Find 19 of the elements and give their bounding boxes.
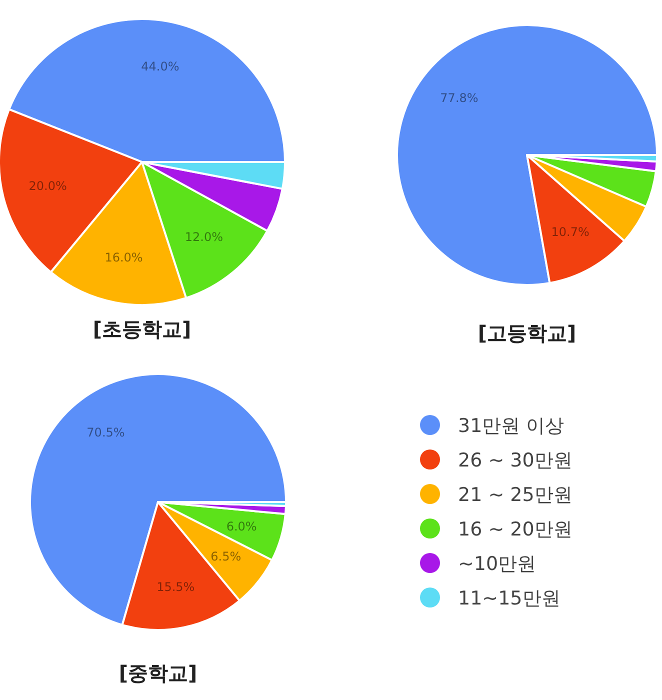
data-label: 77.8%	[440, 91, 478, 106]
data-label: 70.5%	[86, 425, 125, 440]
data-label: 12.0%	[184, 230, 224, 244]
data-label: 6.5%	[210, 549, 242, 564]
legend-label: 21 ~ 25만원	[458, 484, 572, 506]
legend-label: 26 ~ 30만원	[458, 450, 572, 472]
legend-label: 16 ~ 20만원	[458, 518, 572, 540]
data-label: 20.0%	[28, 179, 67, 194]
text: [초등학교]	[92, 317, 192, 341]
data-label: 15.5%	[156, 580, 195, 594]
text: [고등학교]	[478, 321, 576, 345]
text: [중학교]	[118, 661, 198, 685]
data-label: 44.0%	[141, 59, 180, 74]
legend-label: 31만원 이상	[458, 415, 564, 437]
data-label: 6.0%	[226, 519, 257, 534]
legend-label: ~10만원	[458, 553, 536, 575]
legend-label: 11~15만원	[458, 588, 560, 610]
data-label: 16.0%	[104, 250, 143, 265]
data-label: 10.7%	[551, 225, 590, 240]
